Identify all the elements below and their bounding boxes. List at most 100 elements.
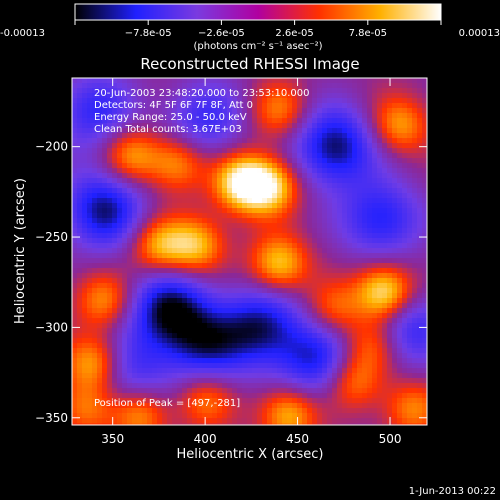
heatmap-cell [127,133,133,139]
heatmap-cell [317,153,323,159]
heatmap-cell [187,123,193,129]
heatmap-cell [77,363,83,369]
heatmap-cell [217,298,223,304]
heatmap-cell [387,293,393,299]
heatmap-cell [87,283,93,289]
heatmap-cell [262,403,268,409]
heatmap-cell [167,173,173,179]
heatmap-cell [222,178,228,184]
heatmap-cell [302,213,308,219]
heatmap-cell [327,193,333,199]
heatmap-cell [287,253,293,259]
heatmap-cell [422,418,427,424]
heatmap-cell [217,323,223,329]
heatmap-cell [197,118,203,124]
heatmap-cell [347,293,353,299]
heatmap-cell [307,258,313,264]
heatmap-cell [207,303,213,309]
heatmap-cell [312,198,318,204]
heatmap-cell [197,123,203,129]
heatmap-cell [232,363,238,369]
heatmap-cell [242,283,248,289]
heatmap-cell [92,238,98,244]
heatmap-cell [277,113,283,119]
heatmap-cell [392,203,398,209]
heatmap-cell [257,108,263,114]
heatmap-cell [377,233,383,239]
heatmap-cell [177,213,183,219]
heatmap-cell [342,143,348,149]
heatmap-cell [417,403,423,409]
heatmap-cell [397,278,403,284]
heatmap-cell [162,248,168,254]
heatmap-cell [397,148,403,154]
heatmap-cell [337,93,343,99]
heatmap-cell [162,353,168,359]
heatmap-cell [422,368,427,374]
heatmap-cell [107,163,113,169]
heatmap-cell [322,153,328,159]
heatmap-cell [77,233,83,239]
heatmap-cell [327,253,333,259]
heatmap-cell [162,338,168,344]
heatmap-cell [102,148,108,154]
heatmap-cell [202,108,208,114]
heatmap-cell [117,233,123,239]
heatmap-cell [242,343,248,349]
heatmap-cell [167,213,173,219]
heatmap-cell [207,368,213,374]
heatmap-cell [307,273,313,279]
heatmap-cell [72,298,78,304]
heatmap-cell [242,378,248,384]
heatmap-cell [127,253,133,259]
heatmap-cell [72,263,78,269]
heatmap-cell [407,93,413,99]
heatmap-cell [202,293,208,299]
heatmap-cell [217,123,223,129]
heatmap-cell [77,308,83,314]
heatmap-cell [317,238,323,244]
heatmap-cell [77,218,83,224]
heatmap-cell [92,213,98,219]
heatmap-cell [387,193,393,199]
heatmap-cell [112,273,118,279]
heatmap-cell [307,108,313,114]
heatmap-cell [297,318,303,324]
heatmap-cell [337,408,343,414]
heatmap-cell [122,173,128,179]
heatmap-cell [132,398,138,404]
heatmap-cell [127,358,133,364]
heatmap-cell [102,208,108,214]
heatmap-cell [217,328,223,334]
heatmap-cell [382,358,388,364]
heatmap-cell [307,353,313,359]
heatmap-cell [217,193,223,199]
heatmap-cell [272,293,278,299]
heatmap-cell [272,318,278,324]
heatmap-cell [227,408,233,414]
heatmap-cell [337,233,343,239]
heatmap-cell [282,233,288,239]
heatmap-cell [192,358,198,364]
heatmap-cell [392,298,398,304]
heatmap-cell [72,158,78,164]
heatmap-cell [317,123,323,129]
heatmap-cell [332,243,338,249]
heatmap-cell [382,78,388,84]
heatmap-cell [127,308,133,314]
heatmap-cell [352,353,358,359]
heatmap-cell [277,173,283,179]
heatmap-cell [332,338,338,344]
heatmap-cell [272,333,278,339]
heatmap-cell [92,78,98,84]
heatmap-cell [292,298,298,304]
heatmap-cell [97,233,103,239]
heatmap-cell [407,293,413,299]
heatmap-cell [247,233,253,239]
heatmap-cell [92,138,98,144]
heatmap-cell [152,333,158,339]
heatmap-cell [322,223,328,229]
heatmap-cell [212,153,218,159]
heatmap-cell [287,363,293,369]
heatmap-cell [397,388,403,394]
